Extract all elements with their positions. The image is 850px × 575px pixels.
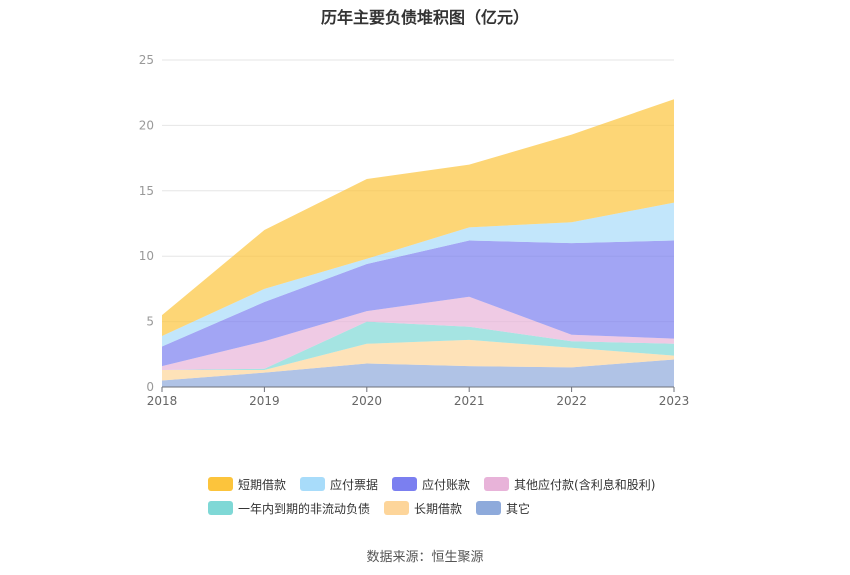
x-tick-label: 2019 [249,394,280,408]
legend-label: 一年内到期的非流动负债 [238,501,371,516]
y-tick-label: 20 [139,118,154,132]
x-tick-label: 2020 [352,394,383,408]
legend-label: 应付账款 [422,477,471,492]
x-tick-label: 2021 [454,394,485,408]
area-series-2 [162,321,674,370]
area-series-0 [162,359,674,387]
area-series-1 [162,339,674,381]
legend-swatch [392,477,418,491]
legend-item[interactable]: 短期借款 [208,476,286,493]
legend-item[interactable]: 应付票据 [300,476,378,493]
chart-legend: 短期借款 应付票据 应付账款 其他应付款(含利息和股利) 一年内到期的非流动负债 长期借款… [208,472,728,520]
y-tick-label: 0 [146,380,154,394]
legend-swatch [208,501,233,515]
area-series-3 [162,296,674,370]
chart-title: 历年主要负债堆积图（亿元） [320,8,529,27]
y-tick-label: 5 [146,315,154,329]
legend-swatch [484,477,510,491]
y-tick-label: 25 [139,53,154,67]
legend-item[interactable]: 一年内到期的非流动负债 [208,500,370,517]
legend-swatch [208,477,233,491]
area-series-6 [162,99,674,336]
legend-label: 其他应付款(含利息和股利) [514,477,656,492]
y-tick-label: 15 [139,184,154,198]
legend-swatch [384,501,410,515]
x-tick-label: 2018 [147,394,178,408]
area-series-5 [162,202,674,347]
stacked-area-chart: 0 5 10 15 20 25 2018 2019 2020 2021 2022 2023 [139,53,690,408]
legend-item[interactable]: 应付账款 [392,476,470,493]
legend-row: 一年内到期的非流动负债 长期借款 其它 [208,496,728,520]
legend-swatch [300,477,326,491]
legend-label: 长期借款 [414,501,463,516]
x-tick-label: 2023 [659,394,690,408]
legend-item[interactable]: 其他应付款(含利息和股利) [484,476,655,493]
legend-label: 应付票据 [330,477,379,492]
legend-swatch [476,501,502,515]
legend-label: 短期借款 [238,477,287,492]
area-series-4 [162,240,674,367]
legend-row: 短期借款 应付票据 应付账款 其他应付款(含利息和股利) [208,472,728,496]
x-tick-label: 2022 [556,394,587,408]
data-source: 数据来源：恒生聚源 [366,550,484,565]
legend-item[interactable]: 长期借款 [384,500,462,517]
y-tick-label: 10 [139,249,154,263]
legend-label: 其它 [506,501,531,516]
legend-item[interactable]: 其它 [476,500,530,517]
